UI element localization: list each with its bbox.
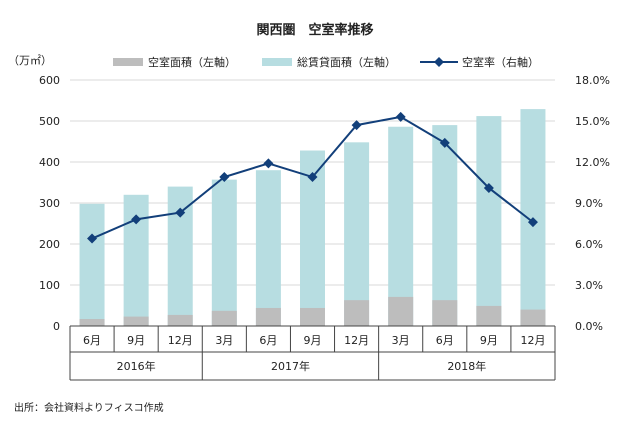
left-axis-unit: （万㎡） (8, 54, 52, 67)
vacant-area-bar (211, 310, 237, 326)
legend-label-rate: 空室率（右軸） (462, 55, 539, 69)
legend-marker-rate (434, 57, 444, 67)
rate-marker (351, 120, 362, 131)
legend-swatch-vacant (113, 58, 143, 66)
rate-marker (175, 207, 186, 218)
right-tick-label: 15.0% (575, 115, 610, 128)
vacant-area-bar (167, 314, 193, 326)
left-tick-label: 400 (39, 156, 60, 169)
year-label: 2017年 (271, 359, 310, 373)
rate-marker (307, 172, 318, 183)
total-area-bar (79, 203, 105, 326)
month-label: 12月 (344, 334, 369, 347)
month-label: 6月 (83, 334, 101, 347)
left-tick-label: 100 (39, 279, 60, 292)
legend: 空室面積（左軸） 総賃貸面積（左軸） 空室率（右軸） (113, 55, 539, 69)
rate-marker (219, 172, 230, 183)
right-tick-label: 0.0% (575, 320, 603, 333)
vacant-area-bar (255, 307, 281, 326)
month-label: 3月 (215, 334, 233, 347)
left-tick-label: 200 (39, 238, 60, 251)
source-note: 出所：会社資料よりフィスコ作成 (14, 401, 164, 414)
rate-marker (87, 233, 98, 244)
vacant-area-bar (79, 319, 105, 326)
year-label: 2016年 (117, 359, 156, 373)
legend-label-vacant: 空室面積（左軸） (148, 55, 236, 69)
right-tick-label: 18.0% (575, 74, 610, 87)
rate-marker (483, 182, 494, 193)
vacant-area-bar (300, 307, 325, 326)
vacant-area-bar (520, 309, 546, 326)
rate-marker (527, 217, 538, 228)
total-area-bar (167, 186, 193, 326)
right-tick-label: 9.0% (575, 197, 603, 210)
total-area-bar (211, 179, 237, 326)
total-area-bar (388, 126, 414, 327)
month-label: 6月 (259, 334, 277, 347)
vacant-area-bar (476, 305, 502, 326)
rate-marker (439, 137, 450, 148)
month-label: 9月 (480, 334, 498, 347)
month-label: 9月 (127, 334, 145, 347)
total-area-bar (255, 170, 281, 326)
month-label: 12月 (168, 334, 193, 347)
left-tick-label: 300 (39, 197, 60, 210)
month-label: 9月 (304, 334, 322, 347)
year-label: 2018年 (447, 359, 486, 373)
legend-swatch-total (262, 58, 292, 66)
vacant-area-bar (432, 300, 458, 326)
month-label: 3月 (392, 334, 410, 347)
chart-title: 関西圏 空室率推移 (256, 22, 373, 38)
right-tick-label: 12.0% (575, 156, 610, 169)
left-tick-label: 0 (53, 320, 60, 333)
right-tick-label: 6.0% (575, 238, 603, 251)
bars (79, 109, 546, 327)
left-tick-label: 600 (39, 74, 60, 87)
rate-marker (131, 214, 142, 225)
rate-line (87, 111, 538, 244)
left-tick-label: 500 (39, 115, 60, 128)
month-label: 6月 (436, 334, 454, 347)
vacant-area-bar (123, 316, 149, 326)
total-area-bar (432, 125, 458, 326)
month-label: 12月 (520, 334, 545, 347)
total-area-bar (476, 116, 502, 326)
axes: 0 100 200 300 400 500 600 0.0% 3.0% 6.0% 9.0% 12.0%… (39, 74, 610, 381)
right-tick-label: 3.0% (575, 279, 603, 292)
legend-label-total: 総賃貸面積（左軸） (297, 55, 396, 69)
rate-marker (395, 111, 406, 122)
vacant-area-bar (388, 296, 414, 326)
total-area-bar (344, 142, 370, 326)
vacant-area-bar (344, 300, 370, 326)
rate-marker (263, 158, 274, 169)
